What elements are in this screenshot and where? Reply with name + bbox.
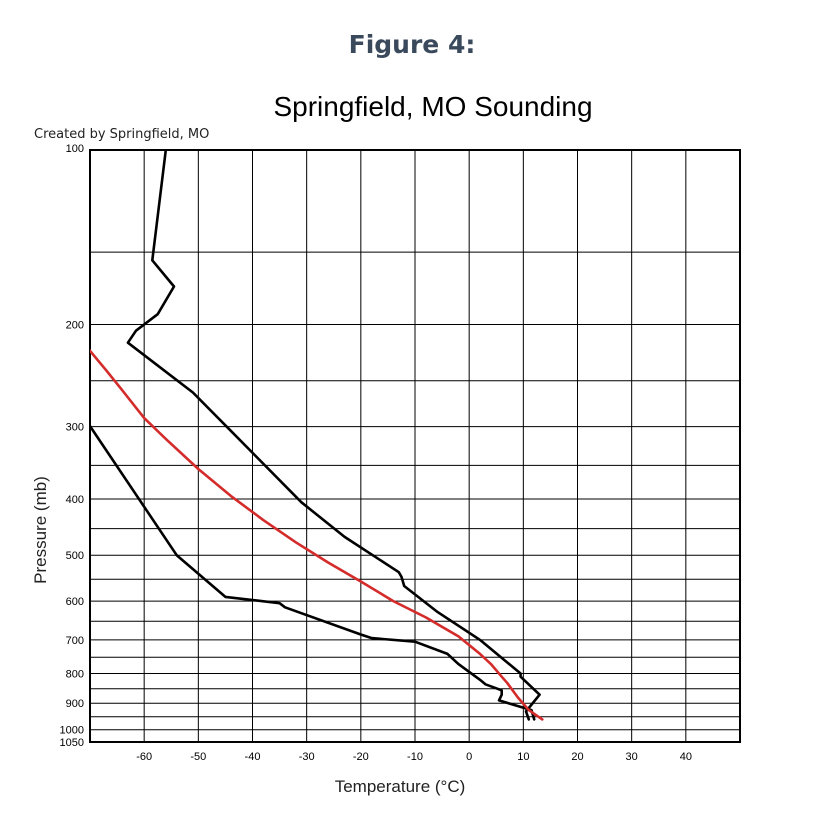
series-layer (90, 150, 544, 721)
tick-labels: -60 -50 -40 -30 -20 -10 0 10 20 30 40 100 200 300 400 5… (60, 143, 692, 763)
x-tick-label: -60 (136, 751, 152, 763)
y-tick-label: 600 (66, 596, 84, 608)
x-tick-label: -20 (353, 751, 369, 763)
chart-subtitle: Created by Springfield, MO (34, 127, 209, 142)
y-tick-label: 1050 (60, 737, 84, 749)
y-tick-label: 100 (66, 143, 84, 155)
y-tick-label: 300 (66, 422, 84, 434)
chart-title: Springfield, MO Sounding (273, 91, 592, 122)
x-tick-label: -40 (245, 751, 261, 763)
x-tick-label: 0 (466, 751, 472, 763)
y-tick-label: 900 (66, 698, 84, 710)
y-tick-label: 1000 (60, 725, 84, 737)
series-line-2 (90, 423, 536, 721)
plot-frame (89, 149, 741, 743)
series-line-1 (126, 150, 541, 721)
x-tick-label: -30 (299, 751, 315, 763)
x-axis-label: Temperature (°C) (335, 777, 466, 796)
figure-label: Figure 4: (348, 30, 476, 59)
x-tick-label: 10 (517, 751, 529, 763)
y-axis-label: Pressure (mb) (31, 476, 50, 584)
y-tick-label: 500 (66, 550, 84, 562)
series-line-3 (90, 348, 544, 721)
y-tick-label: 800 (66, 669, 84, 681)
x-tick-label: -50 (190, 751, 206, 763)
x-tick-label: -10 (407, 751, 423, 763)
x-tick-label: 30 (626, 751, 638, 763)
y-tick-label: 400 (66, 494, 84, 506)
x-tick-label: 20 (571, 751, 583, 763)
x-tick-label: 40 (680, 751, 692, 763)
grid (90, 149, 740, 743)
y-tick-label: 200 (66, 320, 84, 332)
y-tick-label: 700 (66, 635, 84, 647)
